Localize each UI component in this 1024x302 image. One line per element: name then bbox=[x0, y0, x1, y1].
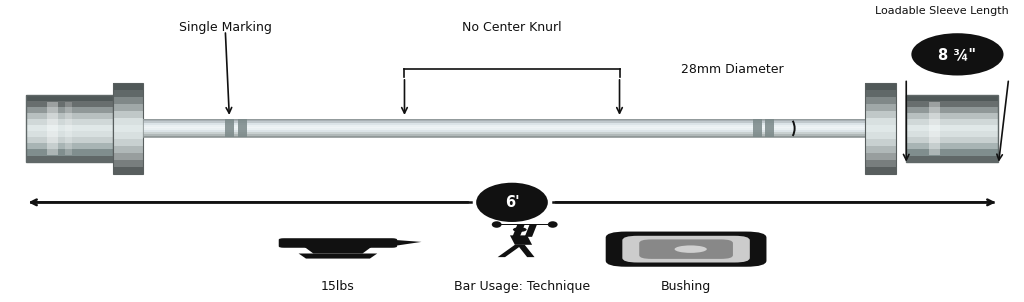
Bar bbox=[26, 95, 113, 162]
Polygon shape bbox=[299, 253, 377, 259]
Bar bbox=[865, 104, 896, 111]
Text: Bushing: Bushing bbox=[660, 280, 712, 294]
FancyBboxPatch shape bbox=[623, 236, 750, 262]
Bar bbox=[26, 101, 113, 107]
Bar bbox=[906, 143, 998, 149]
Bar bbox=[906, 137, 998, 143]
Ellipse shape bbox=[476, 183, 548, 222]
Bar bbox=[26, 113, 113, 119]
Bar bbox=[113, 125, 143, 132]
Text: Loadable Sleeve Length: Loadable Sleeve Length bbox=[876, 6, 1009, 16]
Polygon shape bbox=[512, 224, 524, 237]
Bar bbox=[753, 119, 762, 137]
Bar bbox=[26, 137, 113, 143]
Bar bbox=[113, 132, 143, 139]
Bar bbox=[865, 83, 896, 174]
Bar bbox=[26, 107, 113, 113]
Ellipse shape bbox=[911, 33, 1004, 76]
Bar bbox=[113, 83, 143, 174]
Polygon shape bbox=[303, 246, 373, 253]
Bar bbox=[865, 97, 896, 104]
Ellipse shape bbox=[675, 246, 707, 253]
Bar bbox=[225, 119, 234, 137]
Bar bbox=[113, 83, 143, 90]
Bar bbox=[865, 118, 896, 125]
Text: Single Marking: Single Marking bbox=[179, 21, 271, 34]
Text: 6': 6' bbox=[505, 195, 519, 210]
Bar bbox=[906, 125, 998, 131]
Bar bbox=[26, 156, 113, 162]
Polygon shape bbox=[517, 245, 535, 257]
Bar bbox=[26, 119, 113, 125]
Bar bbox=[865, 146, 896, 153]
Bar bbox=[865, 139, 896, 146]
Bar bbox=[143, 132, 865, 134]
Bar bbox=[906, 113, 998, 119]
Bar bbox=[143, 134, 865, 136]
Polygon shape bbox=[524, 224, 537, 237]
Bar bbox=[113, 90, 143, 97]
Bar bbox=[906, 149, 998, 156]
Bar bbox=[65, 102, 72, 155]
Ellipse shape bbox=[513, 227, 526, 232]
Polygon shape bbox=[392, 240, 422, 246]
Bar bbox=[906, 95, 998, 101]
Bar bbox=[113, 118, 143, 125]
Text: No Center Knurl: No Center Knurl bbox=[462, 21, 562, 34]
Bar bbox=[906, 107, 998, 113]
Bar bbox=[26, 149, 113, 156]
Bar bbox=[498, 224, 552, 225]
Bar bbox=[113, 160, 143, 167]
Bar bbox=[26, 143, 113, 149]
Text: Bar Usage: Technique: Bar Usage: Technique bbox=[455, 280, 590, 294]
Bar bbox=[906, 119, 998, 125]
Bar bbox=[906, 156, 998, 162]
Bar bbox=[143, 127, 865, 128]
Bar bbox=[865, 153, 896, 160]
Bar bbox=[113, 111, 143, 118]
Bar bbox=[113, 104, 143, 111]
Bar bbox=[865, 167, 896, 174]
Ellipse shape bbox=[548, 221, 558, 228]
Bar bbox=[143, 119, 865, 121]
Bar bbox=[47, 102, 57, 155]
Bar bbox=[865, 90, 896, 97]
Bar bbox=[143, 128, 865, 130]
Bar bbox=[865, 83, 896, 90]
Bar bbox=[930, 102, 940, 155]
Bar bbox=[143, 130, 865, 132]
Bar bbox=[865, 160, 896, 167]
Bar bbox=[113, 139, 143, 146]
Bar bbox=[906, 101, 998, 107]
Text: 28mm Diameter: 28mm Diameter bbox=[681, 63, 783, 76]
Bar bbox=[865, 132, 896, 139]
Bar bbox=[143, 119, 865, 137]
Text: 8 ¾": 8 ¾" bbox=[938, 47, 977, 62]
Bar bbox=[26, 131, 113, 137]
Bar bbox=[906, 95, 998, 162]
Bar bbox=[906, 131, 998, 137]
FancyBboxPatch shape bbox=[606, 232, 766, 267]
Bar bbox=[113, 153, 143, 160]
Bar bbox=[143, 121, 865, 123]
Text: 15lbs: 15lbs bbox=[322, 280, 354, 294]
Bar bbox=[865, 111, 896, 118]
Polygon shape bbox=[510, 235, 532, 245]
Polygon shape bbox=[498, 245, 522, 257]
Bar bbox=[113, 167, 143, 174]
Bar bbox=[238, 119, 247, 137]
Bar bbox=[765, 119, 774, 137]
FancyBboxPatch shape bbox=[279, 238, 397, 248]
FancyBboxPatch shape bbox=[639, 239, 733, 259]
Bar bbox=[26, 125, 113, 131]
Ellipse shape bbox=[492, 221, 502, 228]
Bar bbox=[143, 123, 865, 125]
Bar bbox=[113, 97, 143, 104]
Bar bbox=[113, 146, 143, 153]
Bar bbox=[865, 125, 896, 132]
Bar bbox=[26, 95, 113, 101]
Bar bbox=[143, 136, 865, 137]
Bar bbox=[143, 125, 865, 127]
